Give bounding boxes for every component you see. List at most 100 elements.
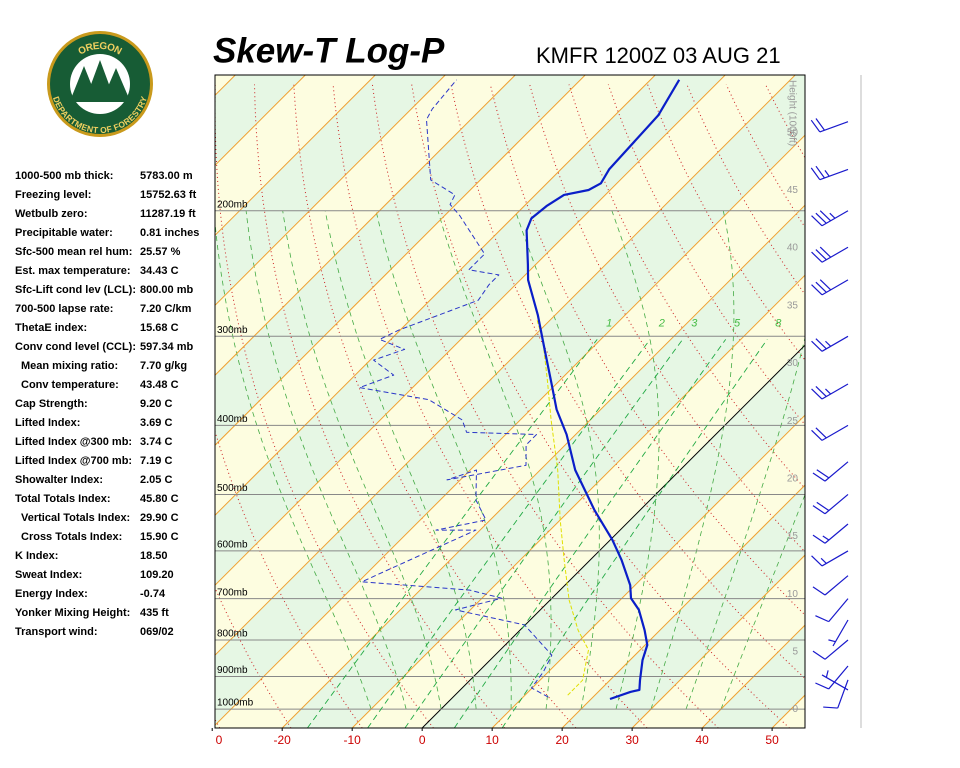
barb-half: [820, 557, 827, 564]
wind-barb: [828, 619, 849, 647]
barb-half: [828, 639, 836, 643]
barb-full: [812, 650, 826, 660]
plot-frame: [214, 74, 806, 729]
isotherm: [281, 204, 805, 728]
barb-full: [815, 615, 829, 623]
index-value: 5783.00 m: [140, 170, 193, 182]
x-tick-label: 0: [419, 733, 426, 747]
index-value: 597.34 mb: [140, 341, 193, 353]
height-label: 45: [787, 185, 799, 196]
barb-full: [815, 682, 829, 690]
axes: 200mb 300mb 400mb 500mb 600mb 700mb 800mb 900mb…: [211, 80, 799, 747]
height-axis-title: Height (1000ft): [786, 80, 797, 146]
barb-full: [811, 340, 823, 352]
index-label: ThetaE index:: [15, 322, 87, 334]
index-value: 800.00 mb: [140, 284, 193, 296]
freezing-isotherm: [421, 344, 805, 728]
index-label: Vertical Totals Index:: [21, 512, 130, 524]
barb-staff: [828, 598, 849, 623]
mixing-ratio-label: 2: [658, 318, 665, 330]
index-label: Sfc-Lift cond lev (LCL):: [15, 284, 136, 296]
index-value: 3.74 C: [140, 436, 172, 448]
x-tick-label: -10: [344, 733, 362, 747]
index-value: 7.19 C: [140, 455, 172, 467]
pressure-label: 900mb: [217, 665, 248, 676]
mixing-ratio-line: [501, 339, 768, 728]
barb-full: [815, 338, 827, 350]
wind-barb: [812, 575, 849, 596]
dewpoint-profile: [359, 79, 553, 698]
height-label: 30: [787, 358, 799, 369]
x-tick-label: 10: [485, 733, 499, 747]
index-label: Sfc-500 mean rel hum:: [15, 246, 132, 258]
wind-barb: [810, 118, 849, 133]
isotherm: [215, 75, 376, 236]
barb-half: [824, 170, 830, 177]
barb-full: [815, 212, 827, 224]
barb-half: [825, 340, 832, 347]
barb-half: [825, 388, 832, 395]
mixing-ratio-line: [404, 339, 684, 728]
index-value: -0.74: [140, 588, 166, 600]
wind-barb: [812, 639, 849, 660]
isotherm: [215, 75, 726, 586]
height-label: 25: [787, 416, 799, 427]
dry-adiabat: [371, 84, 719, 728]
barb-full: [812, 472, 826, 482]
height-label: 15: [787, 531, 799, 542]
dry-adiabat: [804, 84, 805, 86]
barb-full: [810, 119, 821, 133]
wind-barb: [815, 598, 849, 623]
isotherm: [842, 75, 960, 728]
index-label: Sweat Index:: [15, 569, 82, 581]
plot-lines: [215, 75, 960, 728]
index-value: 7.20 C/km: [140, 303, 192, 315]
mixing-ratio-label: 1: [606, 318, 612, 330]
barb-staff: [824, 639, 849, 660]
barb-full: [815, 281, 827, 293]
dry-adiabat: [489, 84, 805, 616]
pressure-label: 500mb: [217, 483, 248, 494]
wind-barb: [812, 494, 849, 515]
isotherm: [631, 554, 805, 728]
barb-full: [812, 586, 826, 596]
index-value: 29.90 C: [140, 512, 179, 524]
moist-adiabat: [720, 493, 805, 710]
isotherm: [215, 75, 446, 306]
logo-ground: [72, 96, 128, 102]
index-label: Wetbulb zero:: [15, 208, 88, 220]
isotherm: [215, 75, 796, 656]
index-value: 18.50: [140, 550, 168, 562]
mixing-ratio-line: [453, 339, 727, 728]
index-value: 15.90 C: [140, 531, 179, 543]
index-value: 9.20 C: [140, 398, 172, 410]
dry-adiabat: [568, 84, 805, 490]
x-tick-label: 0: [216, 733, 223, 747]
logo-text-top: OREGON: [76, 40, 123, 57]
wind-barb: [811, 335, 849, 352]
pressure-label: 700mb: [217, 587, 248, 598]
wind-barb: [811, 424, 849, 441]
barb-full: [823, 706, 838, 709]
barb-half: [825, 670, 829, 678]
index-value: 15.68 C: [140, 322, 179, 334]
moist-adiabat: [685, 336, 805, 710]
index-value: 43.48 C: [140, 379, 179, 391]
temperature-band: [215, 75, 805, 726]
barb-full: [811, 388, 823, 400]
wind-barb: [823, 679, 849, 709]
wind-barb: [812, 461, 849, 482]
index-label: Energy Index:: [15, 588, 88, 600]
isotherm: [215, 75, 656, 516]
barb-half: [829, 212, 836, 219]
mixing-ratio-label: 5: [734, 318, 741, 330]
index-label: Showalter Index:: [15, 474, 103, 486]
index-label: Precipitable water:: [15, 227, 113, 239]
isotherm: [215, 75, 516, 376]
index-value: 45.80 C: [140, 493, 179, 505]
index-label: Mean mixing ratio:: [21, 360, 118, 372]
index-value: 2.05 C: [140, 474, 172, 486]
mixing-ratio-label: 8: [775, 318, 782, 330]
index-label: 700-500 lapse rate:: [15, 303, 113, 315]
indices-table: 1000-500 mb thick: 5783.00 m Freezing leve…: [15, 170, 199, 638]
